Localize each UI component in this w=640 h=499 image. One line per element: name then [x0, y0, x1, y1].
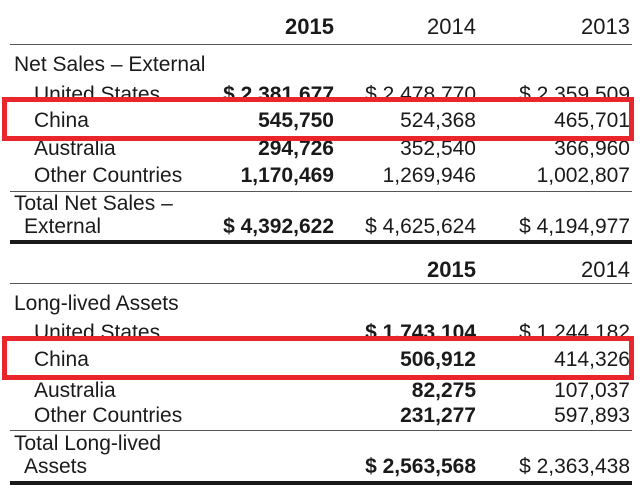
row-label-united-states: United States [34, 322, 161, 336]
cell-value: 465,701 [554, 109, 630, 132]
table-bottom-rule [10, 240, 632, 244]
cell-value: 1,269,946 [382, 164, 476, 187]
cell-value: 366,960 [554, 137, 630, 160]
subtotal-divider [10, 191, 632, 192]
cell-value: 294,726 [258, 137, 334, 160]
year-header-2014: 2014 [427, 14, 476, 39]
cell-value: 352,540 [400, 137, 476, 160]
total-value: $ 4,625,624 [365, 215, 476, 238]
table-bottom-rule [10, 481, 632, 485]
header-divider [10, 44, 632, 45]
cell-value: $ 2,359,509 [519, 84, 630, 98]
row-label-other-countries: Other Countries [34, 164, 183, 187]
row-label-china: China [34, 109, 89, 132]
total-label-line2: External [24, 215, 102, 238]
cell-value: $ 2,478,770 [365, 84, 476, 98]
year-header-2013: 2013 [581, 14, 630, 39]
section-label-net-sales: Net Sales – External [14, 53, 206, 76]
row-label-other-countries: Other Countries [34, 404, 183, 427]
total-value: $ 4,392,622 [223, 215, 334, 238]
row-label-australia: Australia [34, 379, 116, 402]
china-long-lived-highlight [2, 336, 634, 380]
total-label-line2: Assets [24, 455, 88, 478]
row-label-australia: Australia [34, 137, 116, 160]
header-divider [10, 283, 632, 284]
cell-value: 82,275 [411, 379, 476, 402]
total-value: $ 2,363,438 [519, 455, 630, 478]
cell-value: 524,368 [400, 109, 476, 132]
cell-value: 1,002,807 [536, 164, 630, 187]
cell-value: 545,750 [258, 109, 334, 132]
subtotal-divider [10, 430, 632, 431]
cell-value: 597,893 [554, 404, 630, 427]
year-header-2015: 2015 [285, 14, 334, 39]
total-value: $ 2,563,568 [365, 455, 476, 478]
total-value: $ 4,194,977 [519, 215, 630, 238]
china-net-sales-highlight [2, 97, 634, 141]
section-label-long-lived: Long-lived Assets [14, 292, 179, 315]
cell-value: 506,912 [400, 348, 476, 371]
cell-value: 107,037 [554, 379, 630, 402]
cell-value: $ 2,381,677 [223, 84, 334, 98]
cell-value: $ 1,743,104 [365, 322, 476, 336]
cell-value: 1,170,469 [240, 164, 334, 187]
year-header-2015: 2015 [427, 257, 476, 282]
total-label-line1: Total Net Sales – [14, 192, 173, 215]
cell-value: 414,326 [554, 348, 630, 371]
cell-value: 231,277 [400, 404, 476, 427]
year-header-2014: 2014 [581, 257, 630, 282]
row-label-china: China [34, 348, 89, 371]
cell-value: $ 1,244,182 [519, 322, 630, 336]
total-label-line1: Total Long-lived [14, 432, 162, 455]
row-label-united-states: United States [34, 84, 161, 98]
